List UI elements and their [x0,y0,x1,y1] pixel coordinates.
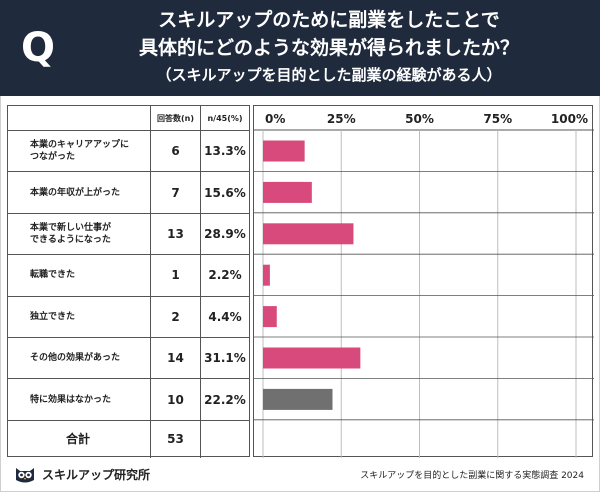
data-table: 回答数(n) n/45(%) 本業のキャリアアップに つながった 6 13.3% 本業の年… [7,105,250,458]
bar [263,223,354,245]
title-line-2: 具体的にどのような効果が得られましたか？ [138,37,519,59]
bar [263,347,361,369]
row-percent: 13.3% [204,144,246,159]
title-line-3: （スキルアップを目的とした副業の経験がある人） [156,66,502,84]
row-label: その他の効果があった [8,338,151,379]
header-count: 回答数(n) [151,106,201,130]
tick-label: 50% [405,112,434,126]
table-row: 特に効果はなかった 10 22.2% [8,378,249,420]
row-label: 特に効果はなかった [8,379,151,420]
bar [263,264,270,286]
row-count: 14 [151,338,201,379]
header-label-cell [8,106,151,130]
table-row: 本業のキャリアアップに つながった 6 13.3% [8,130,249,172]
tick-label: 100% [551,112,588,126]
row-label: 独立できた [8,296,151,337]
brand-logo: スキルアップ研究所 [14,463,150,485]
tick-label: 0% [265,112,285,126]
survey-source: スキルアップを目的とした副業に関する実態調査 2024 [360,471,584,481]
title-line-1: スキルアップのために副業をしたことで [158,9,500,31]
table-row: 本業で新しい仕事が できるようになった 13 28.9% [8,212,249,255]
bar [263,181,312,203]
row-percent: 15.6% [204,185,246,200]
row-label: 本業で新しい仕事が できるようになった [8,213,151,255]
table-row: 独立できた 2 4.4% [8,295,249,337]
total-count: 53 [151,420,201,458]
bar-chart-panel: 0% 25% 50% 75% 100% [253,105,594,458]
brand-name: スキルアップ研究所 [42,467,151,482]
row-count: 7 [151,172,201,213]
total-percent [201,421,249,458]
tick-label: 25% [327,112,356,126]
chart-title: スキルアップのために副業をしたことで 具体的にどのような効果が得られましたか？ … [70,6,588,88]
row-percent: 31.1% [204,351,246,366]
table-row: 転職できた 1 2.2% [8,254,249,296]
tick-label: 75% [483,112,512,126]
header-percent: n/45(%) [207,113,243,123]
row-percent: 22.2% [204,392,246,407]
row-count: 10 [151,379,201,420]
q-badge: Q [20,25,55,71]
bar [263,140,305,162]
table-row: その他の効果があった 14 31.1% [8,337,249,379]
row-label: 転職できた [8,255,151,296]
table-row: 本業の年収が上がった 7 15.6% [8,171,249,213]
owl-icon [16,468,34,483]
row-label: 本業の年収が上がった [8,172,151,213]
row-count: 13 [151,213,201,255]
row-percent: 4.4% [208,309,242,324]
row-count: 6 [151,131,201,172]
row-percent: 2.2% [208,268,242,283]
total-label: 合計 [8,420,151,458]
row-count: 2 [151,296,201,337]
bar [263,388,333,410]
header-banner: Q スキルアップのために副業をしたことで 具体的にどのような効果が得られましたか… [0,0,600,96]
table-header-row: 回答数(n) n/45(%) [8,106,249,130]
bar-chart: 0% 25% 50% 75% 100% [254,112,594,458]
row-count: 1 [151,255,201,296]
row-label: 本業のキャリアアップに つながった [8,131,151,172]
bar [263,306,277,328]
table-total-row: 合計 53 [8,419,249,458]
row-percent: 28.9% [204,226,246,241]
